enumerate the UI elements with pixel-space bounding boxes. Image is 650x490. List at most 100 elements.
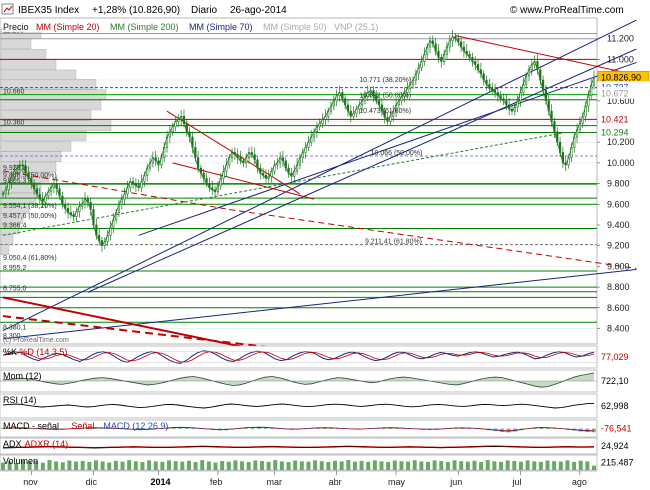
indicator-value-box <box>598 352 649 363</box>
volume-bar <box>572 461 577 470</box>
volume-bar <box>286 462 291 470</box>
volume-bar <box>485 460 490 470</box>
y-tick-label: 8.800 <box>607 282 630 292</box>
volume-bar <box>67 460 72 470</box>
volume-bar <box>220 460 225 470</box>
date-label: 26-ago-2014 <box>230 5 287 16</box>
indicator-label: RSI (14) <box>3 395 37 405</box>
x-tick-label: jun <box>449 477 462 487</box>
volume-bar <box>193 462 198 470</box>
adx-line <box>2 445 595 449</box>
price-tag: 10.826,90 <box>601 72 641 82</box>
left-level-label: 8.755,0 <box>3 286 26 293</box>
volume-bar <box>306 461 311 470</box>
y-tick-label: 9.600 <box>607 199 630 209</box>
macd-histogram-bar <box>395 427 399 429</box>
y-tick-label: 9.200 <box>607 241 630 251</box>
volume-bar <box>326 461 331 470</box>
legend-sma200[interactable]: MM (Simple 200) <box>110 22 179 32</box>
fib-label: 10.622 (50,00%) <box>359 93 411 100</box>
indicator-label-3: MACD (12 26 9) <box>103 421 168 431</box>
volume-profile-bar <box>0 130 87 142</box>
volume-bar <box>120 461 125 470</box>
y-tick-label: 8.400 <box>607 323 630 333</box>
macd-histogram-bar <box>532 427 537 429</box>
y-tick-label: 9.000 <box>607 261 630 271</box>
period-label: Diario <box>191 5 218 16</box>
trendline <box>138 62 637 236</box>
volume-bar <box>412 460 417 470</box>
volume-bar <box>299 461 304 470</box>
indicator-value-box <box>598 376 649 387</box>
left-level-label: 9.805,3 <box>3 178 26 185</box>
indicator-value: 215.487 <box>601 458 634 468</box>
macd-histogram-bar <box>467 427 472 429</box>
legend-price[interactable]: Precio <box>3 22 29 32</box>
volume-profile-bar <box>0 49 47 60</box>
volume-profile-bar <box>0 213 24 224</box>
macd-histogram-bar <box>14 427 19 429</box>
volume-profile-bar <box>0 203 30 214</box>
volume-bar <box>273 460 278 470</box>
trendline <box>2 268 637 340</box>
fib-label: 10.066 (50,00%) <box>371 150 423 157</box>
indicator-panels: %K %D (14 3 5) 77,029 Mom (12) 722,10 RSI (14… <box>0 345 649 471</box>
legend-sma70[interactable]: MM (Simple 70) <box>189 22 253 32</box>
price-line <box>2 36 595 247</box>
trendline <box>166 110 301 195</box>
volume-bar <box>459 461 464 470</box>
volume-bar <box>160 461 165 470</box>
x-tick-label: 2014 <box>151 477 171 487</box>
volume-bar <box>100 461 105 470</box>
macd-histogram-bar <box>20 427 25 429</box>
rsi-line <box>2 402 595 409</box>
price-tag: 10.672 <box>601 88 629 98</box>
macd-histogram-bar <box>243 427 248 429</box>
volume-bar <box>20 460 25 470</box>
volume-bar <box>339 461 344 470</box>
price-tag: 10.421 <box>601 114 629 124</box>
volume-bar <box>180 461 185 470</box>
price-candles <box>1 29 596 252</box>
volume-bar <box>552 461 557 470</box>
macd-histogram-bar <box>552 427 557 429</box>
macd-histogram-bar <box>7 427 12 429</box>
volume-bar <box>525 460 530 470</box>
volume-bar <box>352 461 357 470</box>
trendline <box>2 19 637 331</box>
volume-profile-bar <box>0 38 32 50</box>
indicator-value: 24,924 <box>601 441 629 451</box>
volume-bar <box>60 462 65 470</box>
trendlines <box>2 19 637 363</box>
candle-body <box>1 193 5 196</box>
volume-bar <box>147 460 152 470</box>
volume-profile-bar <box>0 151 62 162</box>
volume-bar <box>346 460 351 470</box>
volume-bar <box>319 461 324 470</box>
left-level-label: 9.050,4 (61,80%) <box>3 255 57 262</box>
trendline <box>2 170 230 210</box>
legend-vnp[interactable]: VNP (25.1) <box>334 22 378 32</box>
volume-bar <box>565 460 570 470</box>
volume-bar <box>34 460 39 470</box>
volume-bar <box>512 460 517 470</box>
macd-histogram-bar <box>1 428 5 429</box>
indicator-value: 722,10 <box>601 376 629 386</box>
x-tick-label: nov <box>23 477 38 487</box>
macd-histogram-bar <box>263 426 268 429</box>
volume-bar <box>592 465 596 470</box>
legend-sma50[interactable]: MM (Simple 50) <box>263 22 327 32</box>
macd-histogram-bar <box>270 427 275 429</box>
legend: Precio MM (Simple 20) MM (Simple 200) MM… <box>2 20 378 32</box>
signal-line <box>2 427 595 431</box>
left-level-label: 10.360 <box>3 120 25 127</box>
trendline <box>2 315 286 351</box>
volume-bar <box>532 461 537 470</box>
volume-bar <box>445 461 450 470</box>
indicator-value: -76,541 <box>601 424 632 434</box>
volume-bar <box>545 460 550 470</box>
trendline <box>87 48 637 293</box>
legend-sma20[interactable]: MM (Simple 20) <box>36 22 100 32</box>
trendline <box>172 162 315 200</box>
volume-bar <box>558 461 563 470</box>
